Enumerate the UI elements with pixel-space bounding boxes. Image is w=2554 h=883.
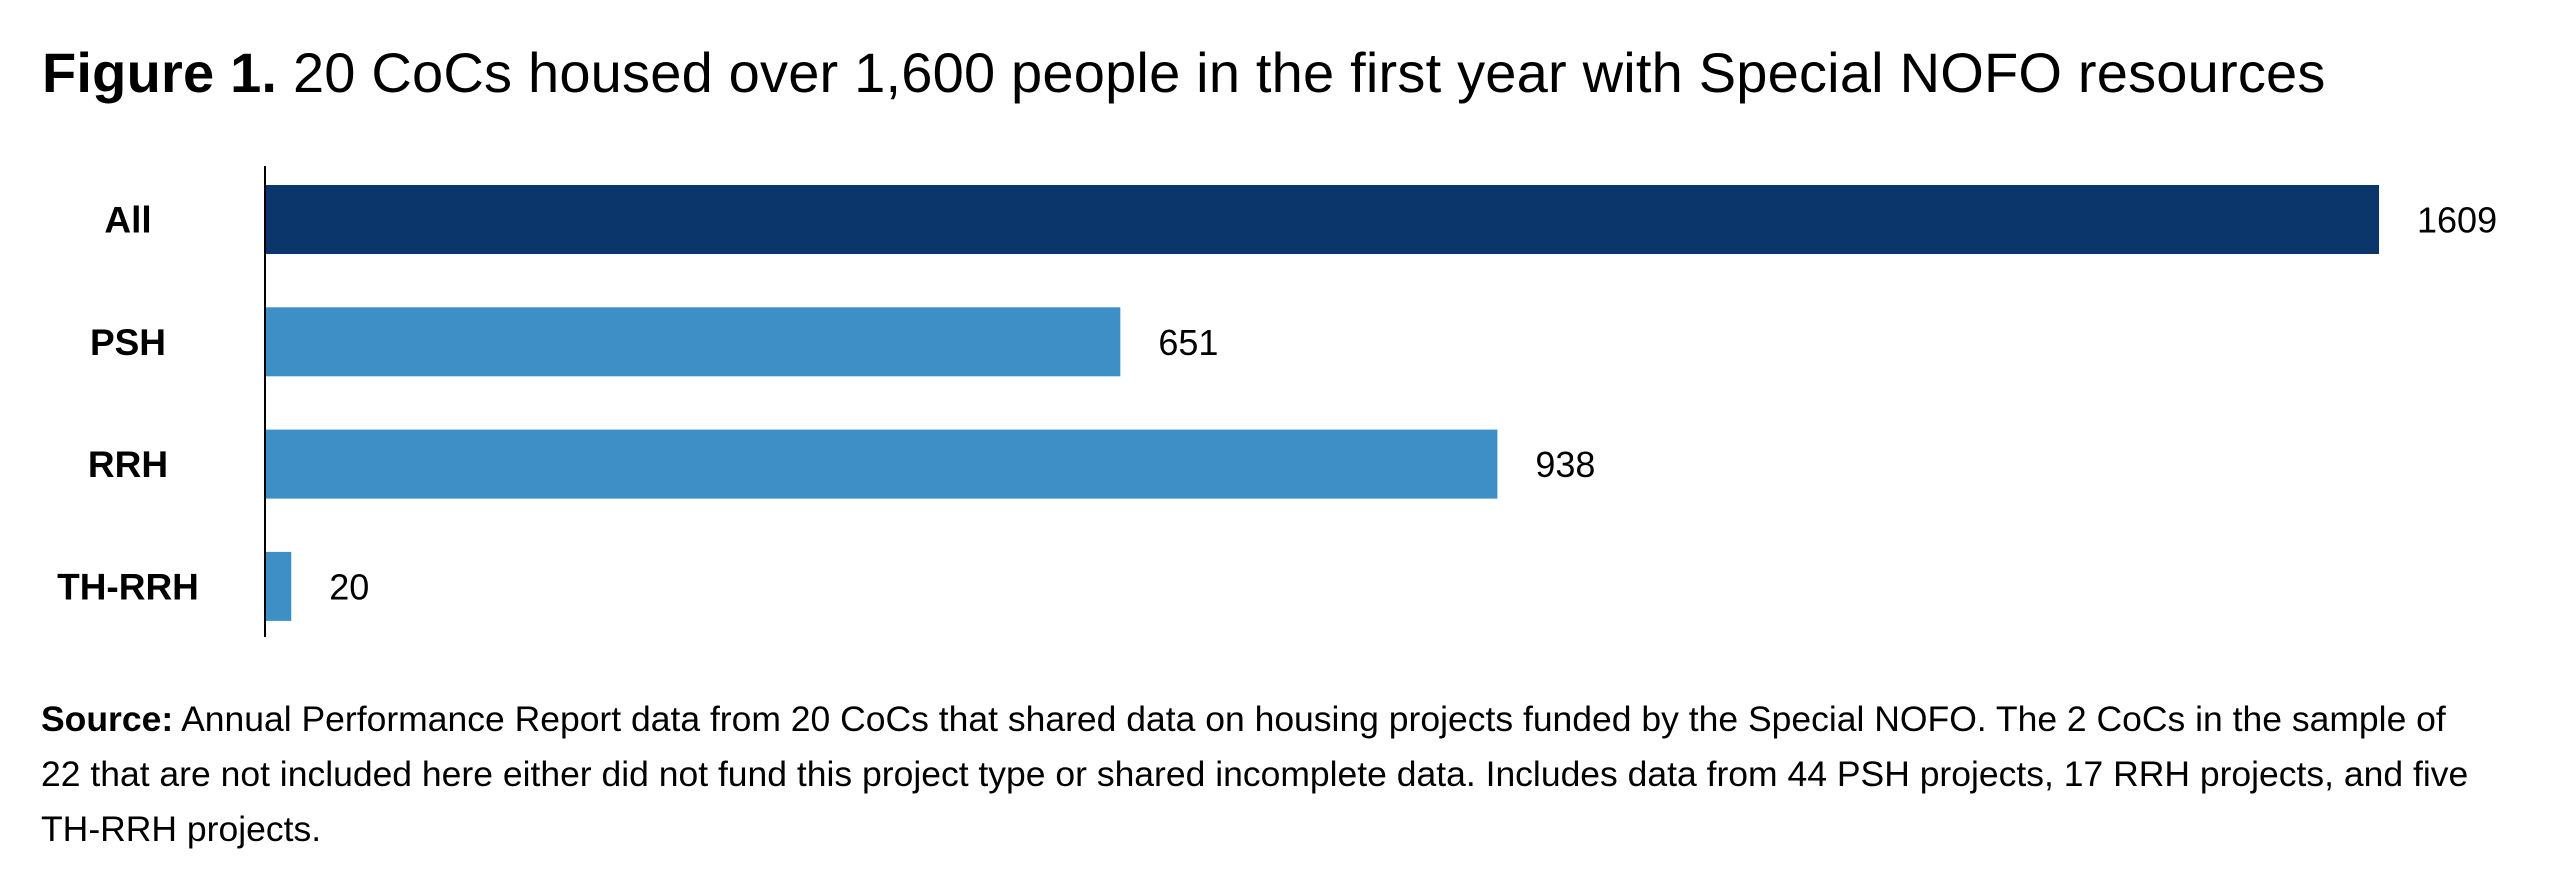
category-labels-group: All PSH RRH TH-RRH [57, 200, 199, 608]
bar-th-rrh [265, 551, 292, 621]
bar-psh [265, 307, 1121, 377]
category-label-rrh: RRH [88, 444, 168, 485]
bar-rrh [265, 429, 1498, 499]
figure-title-text: 20 CoCs housed over 1,600 people in the … [292, 41, 2326, 104]
category-label-th-rrh: TH-RRH [57, 566, 199, 607]
source-note: Source: Annual Performance Report data f… [41, 692, 2481, 857]
figure-label: Figure 1. [42, 41, 278, 104]
bar-all [265, 185, 2379, 254]
value-label-th-rrh: 20 [329, 566, 369, 607]
value-labels-group: 1609 651 938 20 [329, 200, 2497, 608]
source-text: Annual Performance Report data from 20 C… [41, 699, 2469, 849]
bars-group [265, 185, 2379, 621]
category-label-psh: PSH [90, 322, 166, 363]
source-label: Source: [41, 699, 174, 739]
value-label-psh: 651 [1158, 322, 1218, 363]
value-label-all: 1609 [2417, 200, 2497, 241]
chart-title: Figure 1. 20 CoCs housed over 1,600 peop… [42, 38, 2522, 108]
value-label-rrh: 938 [1535, 444, 1595, 485]
category-label-all: All [104, 200, 151, 241]
